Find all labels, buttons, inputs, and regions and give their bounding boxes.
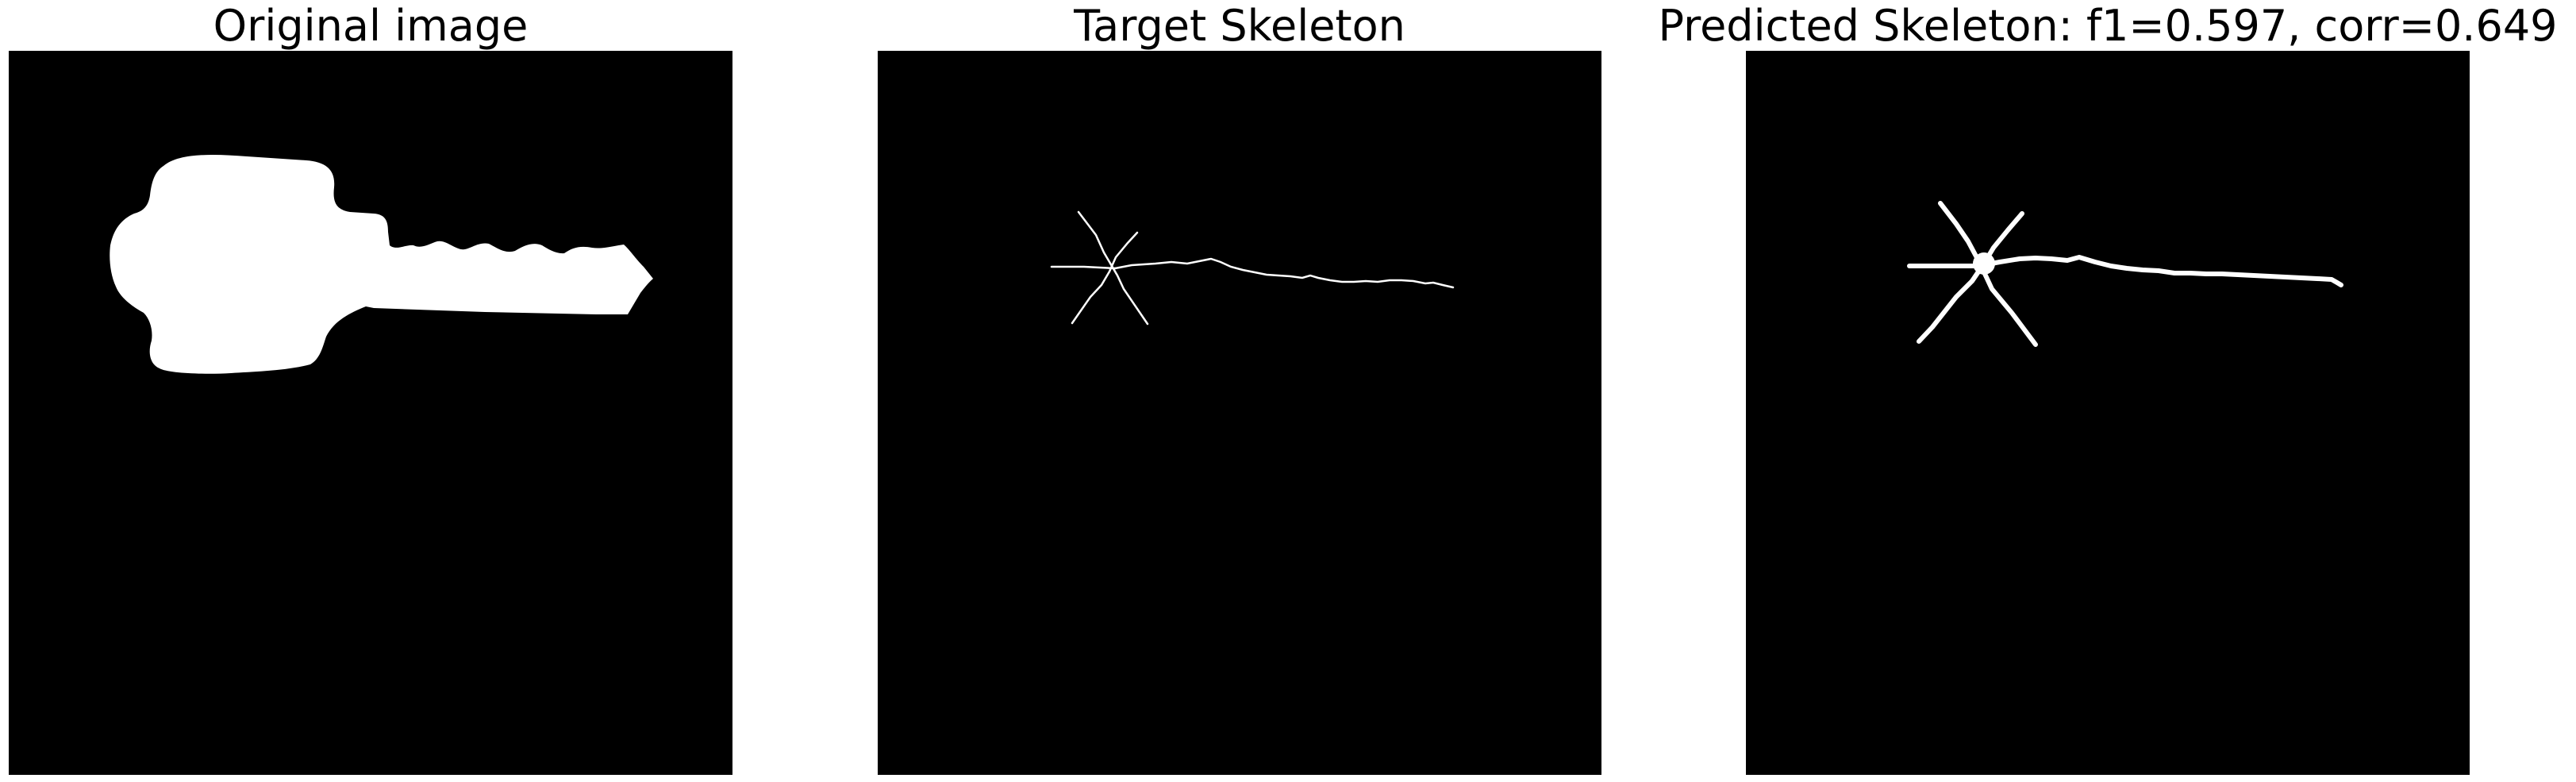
panel-title: Predicted Skeleton: f1=0.597, corr=0.649	[1658, 1, 2558, 51]
panel-title: Target Skeleton	[1074, 1, 1405, 51]
target-skeleton-image	[878, 51, 1601, 775]
skeleton-main-branch	[1976, 255, 2343, 287]
skeleton-main-branch	[1113, 257, 1455, 289]
panel-title: Original image	[213, 1, 529, 51]
predicted-skeleton-image	[1746, 51, 2470, 775]
junction-blob	[1973, 252, 1995, 275]
skeleton-arm	[1077, 210, 1149, 326]
skeleton-arm	[1071, 231, 1139, 325]
original-key-image	[9, 51, 732, 775]
key-silhouette	[9, 51, 732, 775]
panel-target-skeleton: Target Skeleton	[878, 0, 1601, 782]
panel-predicted-skeleton: Predicted Skeleton: f1=0.597, corr=0.649	[1658, 0, 2558, 782]
skeleton-arm	[1050, 265, 1117, 270]
panel-original-image: Original image	[9, 0, 732, 782]
key-shape	[110, 154, 653, 374]
target-skeleton	[878, 51, 1601, 775]
predicted-skeleton	[1746, 51, 2470, 775]
